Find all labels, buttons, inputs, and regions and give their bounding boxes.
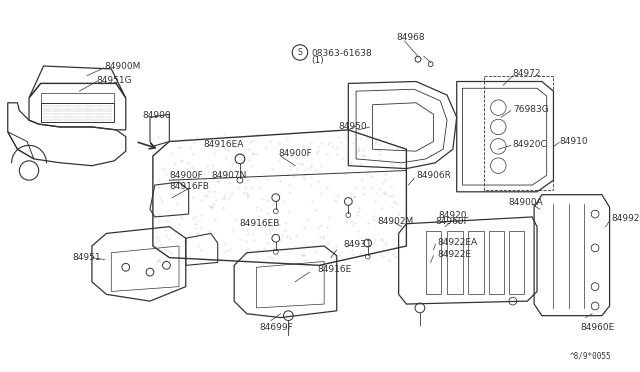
Text: 84900M: 84900M [104,62,141,71]
Text: 84910: 84910 [559,137,588,146]
Text: 84992: 84992 [611,214,640,223]
Text: S: S [298,48,302,57]
Text: 84951G: 84951G [97,76,132,85]
Text: 84916E: 84916E [317,265,351,274]
Text: 84900: 84900 [143,110,171,119]
Text: 84931: 84931 [344,240,372,249]
Text: 84960E: 84960E [580,323,615,333]
Text: 84900F: 84900F [170,170,203,180]
Text: 84902M: 84902M [378,217,413,226]
Text: 84968: 84968 [397,33,426,42]
Text: 84916FB: 84916FB [170,182,209,191]
Text: 84951: 84951 [72,253,101,262]
Text: 84916EB: 84916EB [239,219,280,228]
Text: 84972: 84972 [513,69,541,78]
Text: 84960F: 84960F [435,217,469,226]
Text: (1): (1) [312,56,324,65]
Text: 84907N: 84907N [211,170,246,180]
Text: 84699F: 84699F [259,323,293,333]
Text: ^8/9*0055: ^8/9*0055 [570,351,611,360]
Text: 84920C: 84920C [513,140,548,148]
Text: 84920: 84920 [438,211,467,220]
Text: 76983G: 76983G [513,105,548,114]
Text: 84922EA: 84922EA [437,238,477,247]
Text: 84900F: 84900F [278,149,312,158]
Text: 84900A: 84900A [508,198,543,206]
Text: 84916EA: 84916EA [203,140,244,148]
Text: 84950: 84950 [339,122,367,131]
Text: 08363-61638: 08363-61638 [312,49,372,58]
Text: 84906R: 84906R [416,170,451,180]
Text: 84922E: 84922E [437,250,471,259]
